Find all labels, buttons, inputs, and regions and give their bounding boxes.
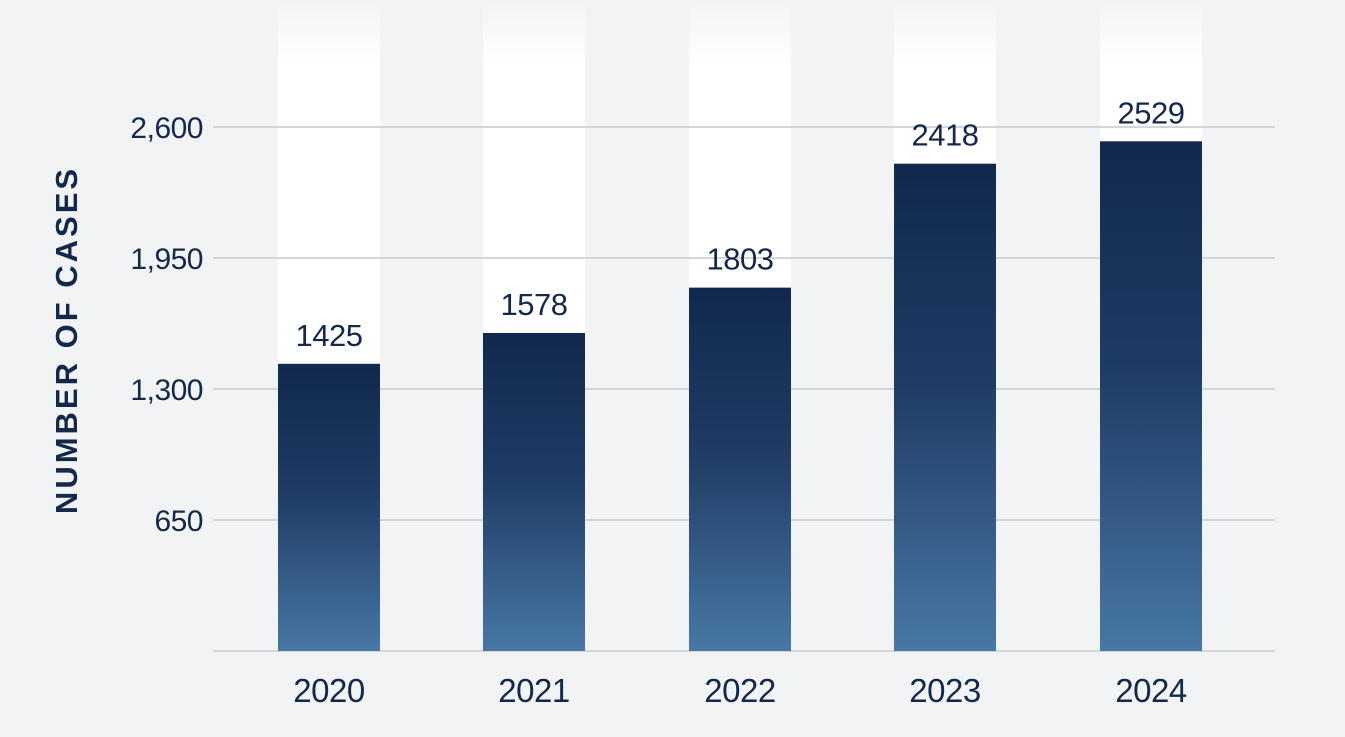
- y-tick-label: 1,300: [130, 374, 203, 407]
- data-label-2020: 1425: [296, 318, 363, 353]
- y-axis-title: NUMBER OF CASES: [49, 166, 84, 514]
- bar-2020: [278, 363, 380, 651]
- bar-2022: [689, 287, 791, 651]
- x-tick-label-2021: 2021: [498, 672, 569, 709]
- data-label-2022: 1803: [707, 242, 774, 277]
- x-tick-label-2023: 2023: [909, 672, 980, 709]
- data-label-2021: 1578: [501, 287, 568, 322]
- bar-2023: [894, 163, 996, 651]
- x-tick-label-2022: 2022: [704, 672, 775, 709]
- y-tick-label: 2,600: [130, 112, 203, 145]
- bar-2024: [1100, 141, 1202, 651]
- y-tick-label: 650: [154, 505, 203, 538]
- data-label-2023: 2418: [912, 118, 979, 153]
- x-tick-label-2024: 2024: [1115, 672, 1187, 709]
- y-tick-label: 1,950: [130, 243, 203, 276]
- bar-2021: [483, 332, 585, 651]
- x-tick-label-2020: 2020: [293, 672, 365, 709]
- data-label-2024: 2529: [1118, 95, 1185, 130]
